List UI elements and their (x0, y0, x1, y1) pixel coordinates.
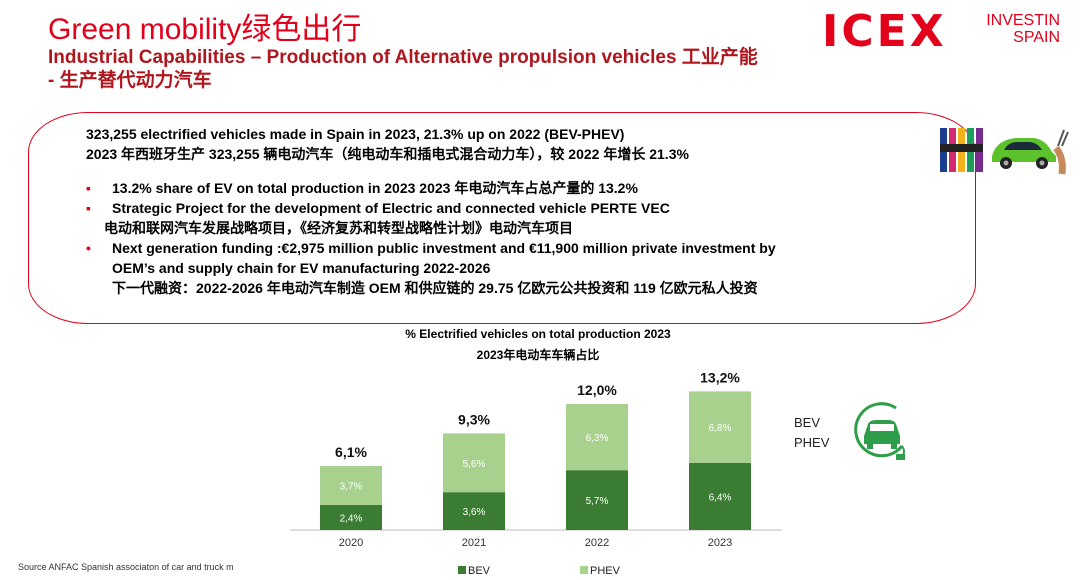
bar-bev-2023 (689, 462, 751, 530)
page-title: Green mobility绿色出行 (48, 13, 362, 46)
source-note: Source ANFAC Spanish associaton of car a… (18, 562, 234, 572)
invest-logo-line1: INVESTIN (986, 12, 1060, 29)
legend-bev: BEV (458, 565, 490, 577)
bullet-text-cn: 电动和联网汽车发展战略项目，《经济复苏和转型战略性计划》电动汽车项目 (104, 220, 573, 236)
bar-bev-2021 (443, 492, 505, 530)
legend-label-bev: BEV (468, 565, 491, 577)
total-label-2020: 6,1% (335, 444, 367, 460)
bullet-list: ▪ 13.2% share of EV on total production … (86, 178, 946, 298)
icex-logo: ICEX (822, 6, 947, 57)
invest-logo-line2: SPAIN (1013, 29, 1060, 46)
side-label-phev: PHEV (794, 435, 830, 450)
bullet-marker: • (86, 240, 91, 256)
charging-car-icon (940, 128, 1069, 175)
summary-text: 323,255 electrified vehicles made in Spa… (86, 124, 946, 298)
data-label-bev-2022: 5,7% (586, 496, 609, 507)
legend-label-phev: PHEV (590, 565, 620, 577)
chart-subtitle: 2023年电动车车辆占比 (476, 348, 600, 362)
data-label-phev-2020: 3,7% (340, 481, 363, 492)
bullet-item: • Next generation funding :€2,975 millio… (86, 238, 946, 258)
bullet-text-continued: OEM’s and supply chain for EV manufactur… (112, 260, 491, 276)
side-label-bev: BEV (794, 415, 821, 430)
bullet-text: Strategic Project for the development of… (112, 200, 670, 216)
bullet-text: Next generation funding :€2,975 million … (112, 240, 776, 256)
total-label-2021: 9,3% (458, 411, 490, 427)
bullet-item: ▪ 13.2% share of EV on total production … (86, 178, 946, 198)
chart-title: % Electrified vehicles on total producti… (405, 327, 671, 341)
legend-swatch-phev (580, 566, 588, 574)
bar-phev-2023 (689, 391, 751, 463)
ev-charging-badge-icon (854, 402, 905, 460)
data-label-phev-2023: 6,8% (709, 423, 732, 434)
summary-box (28, 112, 976, 324)
bar-phev-2022 (566, 404, 628, 471)
x-tick-label-2022: 2022 (585, 537, 609, 549)
bar-phev-2021 (443, 433, 505, 493)
invest-in-spain-logo: INVESTIN SPAIN (980, 12, 1060, 46)
bullet-text-cn: 下一代融资：2022-2026 年电动汽车制造 OEM 和供应链的 29.75 … (112, 280, 758, 296)
x-tick-label-2021: 2021 (462, 537, 486, 549)
total-label-2022: 12,0% (577, 382, 617, 398)
data-label-bev-2020: 2,4% (340, 513, 363, 524)
bar-bev-2022 (566, 470, 628, 530)
legend-swatch-bev (458, 566, 466, 574)
data-label-bev-2023: 6,4% (709, 492, 732, 503)
bullet-text: 13.2% share of EV on total production in… (112, 180, 638, 196)
bar-phev-2020 (320, 465, 382, 505)
total-label-2023: 13,2% (700, 369, 740, 385)
summary-line-cn: 2023 年西班牙生产 323,255 辆电动汽车（纯电动车和插电式混合动力车）… (86, 146, 689, 162)
data-label-bev-2021: 3,6% (463, 507, 486, 518)
legend-phev: PHEV (580, 565, 620, 577)
x-tick-label-2023: 2023 (708, 537, 732, 549)
data-label-phev-2021: 5,6% (463, 459, 486, 470)
page-subtitle: Industrial Capabilities – Production of … (48, 47, 758, 91)
bullet-marker: ▪ (86, 200, 91, 216)
bar-bev-2020 (320, 504, 382, 530)
x-tick-label-2020: 2020 (339, 537, 363, 549)
summary-line-en: 323,255 electrified vehicles made in Spa… (86, 126, 625, 142)
bullet-marker: ▪ (86, 180, 91, 196)
data-label-phev-2022: 6,3% (586, 433, 609, 444)
bullet-item: ▪ Strategic Project for the development … (86, 198, 946, 218)
